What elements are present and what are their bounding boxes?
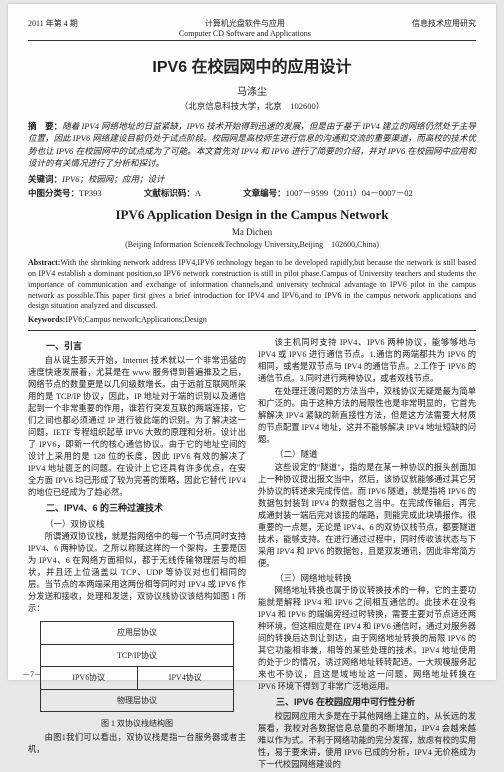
para: 由图1我们可以看出，双协议栈是指一台服务器或者主机， bbox=[28, 732, 246, 756]
para: 这些设定的"隧道"，指的是在某一种协议的报头剖面加上一种协议提出报文当中，然后，… bbox=[258, 462, 476, 570]
para: 自从诞生那天开始，Internet 技术就以一个非常迅猛的速度快速发展着，尤其是… bbox=[28, 355, 246, 499]
para: 该主机同时支持 IPV4、IPV6 两种协议，能够够地与 IPV4 或 IPV6… bbox=[258, 337, 476, 385]
page-number: －7－ bbox=[22, 669, 42, 680]
abstract-en-label: Abstract: bbox=[28, 258, 60, 267]
abstract-cn: 摘 要：随着 IPV4 网络地址的日益紧缺，IPV6 技术开始得到迅速的发展，但… bbox=[28, 120, 476, 169]
section-2-1-heading: （一）双协议栈 bbox=[28, 518, 246, 530]
section-2-heading: 二、IPV4、6 的三种过渡技术 bbox=[28, 502, 246, 515]
fig1-row4: 物理层协议 bbox=[41, 690, 233, 712]
para: 所谓通双协议栈，就是指网络中的每一个节点同时支持 IPV4、6 两种协议。之所以… bbox=[28, 531, 246, 615]
abstract-cn-text: 随着 IPV4 网络地址的日益紧缺，IPV6 技术开始得到迅速的发展，但是由于基… bbox=[28, 121, 476, 168]
header-left: 2011 年第 4 期 bbox=[28, 18, 78, 38]
section-2-2-heading: （二）隧道 bbox=[258, 448, 476, 460]
artno-label: 文章编号： bbox=[243, 188, 286, 198]
right-column: 该主机同时支持 IPV4、IPV6 两种协议，能够够地与 IPV4 或 IPV6… bbox=[258, 337, 476, 772]
section-2-3-heading: （三）网络地址转换 bbox=[258, 572, 476, 584]
artno-value: 1007－9599（2011）04－0007－02 bbox=[286, 188, 413, 198]
clc-label: 中图分类号： bbox=[28, 188, 79, 198]
fig1-row3-left: IPV6协议 bbox=[41, 667, 138, 689]
fig1-row2: TCP/IP协议 bbox=[41, 645, 233, 668]
left-column: 一、引言 自从诞生那天开始，Internet 技术就以一个非常迅猛的速度快速发展… bbox=[28, 337, 246, 772]
doccode-label: 文献标识码： bbox=[144, 188, 195, 198]
para: 在处理迁渡问题的方法当中，双栈协议无疑是最为简单和广泛的。由于这种方法的局限性也… bbox=[258, 386, 476, 446]
fig1-row3-right: IPV4协议 bbox=[138, 667, 234, 689]
keywords-cn: 关键词：IPV6；校园网；应用；设计 bbox=[28, 173, 476, 185]
clc-value: TP393 bbox=[79, 188, 102, 198]
keywords-en-text: IPV6;Campus network;Applications;Design bbox=[65, 315, 207, 324]
para: 网络地址转换也属于协议转换技术的一种，它的主要功能就是解释 IPV4 和 IPV… bbox=[258, 585, 476, 693]
header-right: 信息技术应用研究 bbox=[412, 18, 476, 38]
meta-row: 中图分类号：TP393 文献标识码：A 文章编号：1007－9599（2011）… bbox=[28, 187, 476, 199]
section-1-heading: 一、引言 bbox=[28, 340, 246, 353]
author-en: Ma Dichen bbox=[28, 227, 476, 237]
keywords-en-label: Keywords: bbox=[28, 315, 65, 324]
fig1-row1: 应用层协议 bbox=[41, 622, 233, 645]
title-cn: IPV6 在校园网中的应用设计 bbox=[28, 53, 476, 77]
title-en: IPV6 Application Design in the Campus Ne… bbox=[28, 207, 476, 223]
journal-name-en: Computer CD Software and Applications bbox=[179, 29, 311, 38]
affiliation-cn: （北京信息科技大学，北京 102600） bbox=[28, 100, 476, 112]
body-columns: 一、引言 自从诞生那天开始，Internet 技术就以一个非常迅猛的速度快速发展… bbox=[28, 337, 476, 772]
abstract-en: Abstract:With the shrinking network addr… bbox=[28, 258, 476, 312]
keywords-cn-text: IPV6；校园网；应用；设计 bbox=[62, 174, 164, 184]
keywords-cn-label: 关键词： bbox=[28, 174, 62, 184]
para: 校园网应用大多是在于其他网络上建立的，从长远的发展看，我校对各数据信息总量的不断… bbox=[258, 711, 476, 771]
abstract-cn-label: 摘 要： bbox=[28, 121, 62, 131]
author-cn: 马涤尘 bbox=[28, 83, 476, 98]
section-3-heading: 三、IPV6 在校园应用中可行性分析 bbox=[258, 696, 476, 709]
figure-1-caption: 图 1 双协议栈结构图 bbox=[28, 718, 246, 730]
journal-name-cn: 计算机光盘软件与应用 bbox=[179, 18, 311, 29]
affiliation-en: (Beijing Information Science&Technology … bbox=[28, 239, 476, 250]
header-center: 计算机光盘软件与应用 Computer CD Software and Appl… bbox=[179, 18, 311, 38]
keywords-en: Keywords:IPV6;Campus network;Application… bbox=[28, 315, 476, 331]
page: 2011 年第 4 期 计算机光盘软件与应用 Computer CD Softw… bbox=[8, 4, 496, 680]
abstract-en-text: With the shrinking network address IPV4,… bbox=[28, 258, 476, 310]
doccode-value: A bbox=[195, 188, 201, 198]
figure-1: 应用层协议 TCP/IP协议 IPV6协议 IPV4协议 物理层协议 bbox=[40, 621, 234, 712]
page-header: 2011 年第 4 期 计算机光盘软件与应用 Computer CD Softw… bbox=[28, 18, 476, 41]
